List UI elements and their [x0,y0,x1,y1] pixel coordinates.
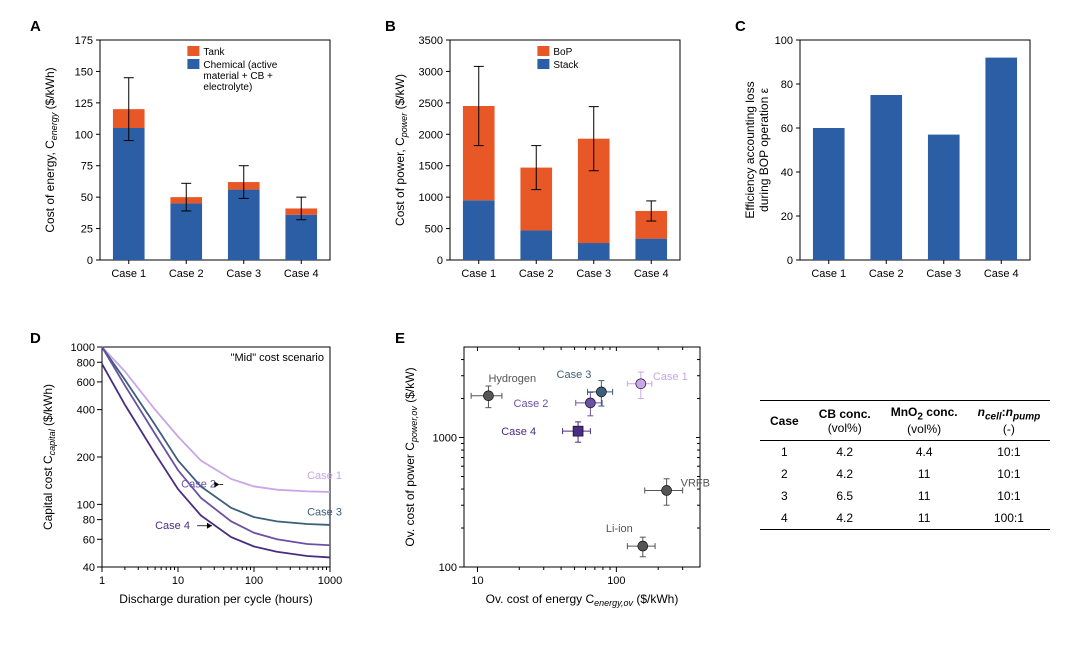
svg-text:60: 60 [781,123,793,135]
svg-text:Case 2: Case 2 [514,398,549,410]
svg-text:0: 0 [787,255,793,267]
svg-text:100: 100 [607,575,625,587]
svg-text:3500: 3500 [419,35,443,47]
svg-text:electrolyte): electrolyte) [203,82,252,93]
svg-text:Ov. cost of power Cpower,ov ($: Ov. cost of power Cpower,ov ($/kW) [403,367,419,546]
svg-text:Case 3: Case 3 [307,506,342,518]
svg-text:500: 500 [425,224,443,236]
panel-C-label: C [735,18,746,35]
svg-text:60: 60 [83,534,95,546]
svg-text:Case 3: Case 3 [576,268,611,280]
svg-text:Chemical (active: Chemical (active [203,60,277,71]
svg-text:0: 0 [437,255,443,267]
svg-text:100: 100 [77,499,95,511]
svg-text:1000: 1000 [71,342,95,354]
svg-text:800: 800 [77,357,95,369]
svg-text:10: 10 [471,575,483,587]
svg-text:Discharge duration per cycle (: Discharge duration per cycle (hours) [119,592,312,606]
svg-text:75: 75 [81,161,93,173]
svg-text:200: 200 [77,452,95,464]
svg-text:Case 4: Case 4 [155,520,190,532]
case-table-wrap: CaseCB conc.(vol%)MnO2 conc.(vol%)ncell:… [760,400,1050,530]
svg-text:Li-ion: Li-ion [606,523,633,535]
svg-text:100: 100 [439,562,457,574]
svg-text:600: 600 [77,377,95,389]
svg-text:150: 150 [75,66,93,78]
svg-text:Case 3: Case 3 [926,268,961,280]
svg-text:1000: 1000 [318,575,342,587]
svg-text:Case 3: Case 3 [226,268,261,280]
figure-canvas: 0255075100125150175Cost of energy, Cener… [0,0,1080,646]
svg-text:10: 10 [172,575,184,587]
svg-text:Cost of energy, Cenergy ($/kWh: Cost of energy, Cenergy ($/kWh) [43,67,59,232]
panel-D-label: D [30,330,41,347]
svg-text:175: 175 [75,35,93,47]
svg-text:2500: 2500 [419,98,443,110]
svg-text:20: 20 [781,211,793,223]
svg-text:3000: 3000 [419,66,443,78]
svg-text:80: 80 [781,79,793,91]
svg-text:VRFB: VRFB [681,477,710,489]
svg-text:BoP: BoP [553,47,572,58]
svg-text:Tank: Tank [203,47,225,58]
svg-text:1000: 1000 [419,192,443,204]
svg-text:Cost of power, Cpower ($/kW): Cost of power, Cpower ($/kW) [393,74,409,226]
svg-text:Case 4: Case 4 [284,268,319,280]
svg-text:material + CB +: material + CB + [203,71,273,82]
svg-text:Case 3: Case 3 [557,369,592,381]
svg-text:Case 1: Case 1 [307,470,342,482]
svg-text:Case 4: Case 4 [984,268,1019,280]
svg-text:100: 100 [75,129,93,141]
svg-text:Case 2: Case 2 [169,268,204,280]
svg-text:50: 50 [81,192,93,204]
svg-text:Efficiency accounting loss: Efficiency accounting loss [743,81,757,218]
svg-text:Case 1: Case 1 [111,268,146,280]
svg-text:Case 1: Case 1 [811,268,846,280]
svg-text:40: 40 [83,562,95,574]
svg-text:Case 2: Case 2 [519,268,554,280]
svg-text:Case 2: Case 2 [181,479,216,491]
svg-text:"Mid" cost scenario: "Mid" cost scenario [231,352,324,364]
svg-text:Ov. cost of energy Cenergy,ov: Ov. cost of energy Cenergy,ov ($/kWh) [486,592,679,608]
svg-text:1: 1 [99,575,105,587]
svg-text:80: 80 [83,515,95,527]
svg-text:Case 1: Case 1 [653,371,688,383]
svg-text:Case 2: Case 2 [869,268,904,280]
svg-text:Stack: Stack [553,60,579,71]
svg-text:2000: 2000 [419,129,443,141]
svg-text:1500: 1500 [419,161,443,173]
svg-text:25: 25 [81,224,93,236]
svg-text:Case 4: Case 4 [634,268,669,280]
panel-B-label: B [385,18,396,35]
svg-text:1000: 1000 [433,433,457,445]
panel-A-label: A [30,18,41,35]
svg-text:125: 125 [75,98,93,110]
svg-text:400: 400 [77,405,95,417]
panel-E-label: E [395,330,405,347]
svg-text:40: 40 [781,167,793,179]
svg-text:Hydrogen: Hydrogen [488,373,536,385]
svg-text:100: 100 [775,35,793,47]
svg-text:during BOP operation ε: during BOP operation ε [757,87,771,212]
svg-text:Capital cost Ccapital ($/kWh): Capital cost Ccapital ($/kWh) [41,384,57,530]
svg-text:Case 4: Case 4 [501,426,536,438]
svg-text:0: 0 [87,255,93,267]
case-table: CaseCB conc.(vol%)MnO2 conc.(vol%)ncell:… [760,400,1050,530]
svg-text:100: 100 [245,575,263,587]
svg-text:Case 1: Case 1 [461,268,496,280]
